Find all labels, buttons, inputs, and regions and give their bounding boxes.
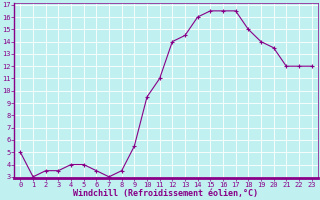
X-axis label: Windchill (Refroidissement éolien,°C): Windchill (Refroidissement éolien,°C) [74,189,259,198]
